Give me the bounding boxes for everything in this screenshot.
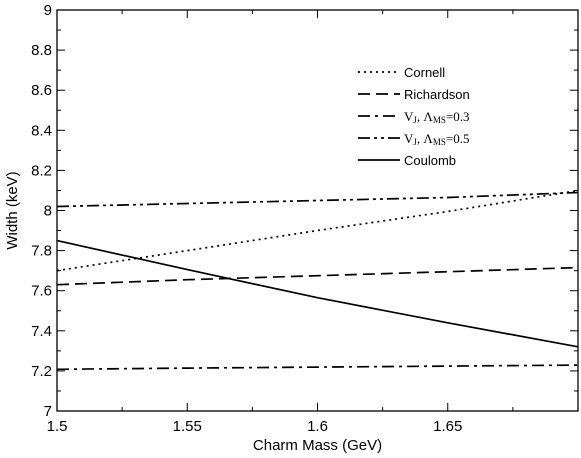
plot-frame [56, 9, 579, 412]
y-tick-label: 8.8 [31, 42, 52, 59]
y-axis-title: Width (keV) [4, 171, 21, 249]
y-tick-label: 7.4 [31, 323, 52, 340]
series-line-5 [56, 239, 579, 348]
series-line-2 [56, 266, 579, 286]
y-tick-label: 7 [44, 403, 52, 420]
legend: Cornell Richardson VJ, ΛMS=0.3 VJ, ΛMS=0.5 C… [358, 65, 470, 168]
tick-labels: 1.5 1.55 1.6 1.65 7 7.2 7.4 7.6 7.8 8 8.2 8.4 8.6 8.8… [31, 2, 462, 435]
x-tick-label: 1.6 [307, 418, 328, 435]
legend-label-3: VJ, ΛMS=0.3 [404, 109, 469, 125]
legend-label-1: Cornell [404, 65, 445, 80]
y-tick-label: 8.4 [31, 122, 52, 139]
y-tick-label: 8 [44, 203, 52, 220]
y-tick-label: 7.8 [31, 243, 52, 260]
plot-lines [56, 189, 579, 371]
legend-label-4: VJ, ΛMS=0.5 [404, 131, 469, 147]
series-line-4 [56, 191, 579, 208]
y-tick-label: 8.2 [31, 162, 52, 179]
y-tick-label: 7.6 [31, 283, 52, 300]
series-line-3 [56, 364, 579, 371]
x-axis-title: Charm Mass (GeV) [253, 437, 382, 454]
legend-label-2: Richardson [404, 87, 470, 102]
y-tick-label: 9 [44, 2, 52, 19]
x-tick-label: 1.55 [173, 418, 202, 435]
x-tick-label: 1.65 [433, 418, 462, 435]
x-tick-label: 1.5 [47, 418, 68, 435]
y-tick-label: 7.2 [31, 363, 52, 380]
series-line-1 [56, 189, 579, 272]
axis-ticks [56, 9, 579, 412]
y-tick-label: 8.6 [31, 82, 52, 99]
legend-label-5: Coulomb [404, 153, 456, 168]
